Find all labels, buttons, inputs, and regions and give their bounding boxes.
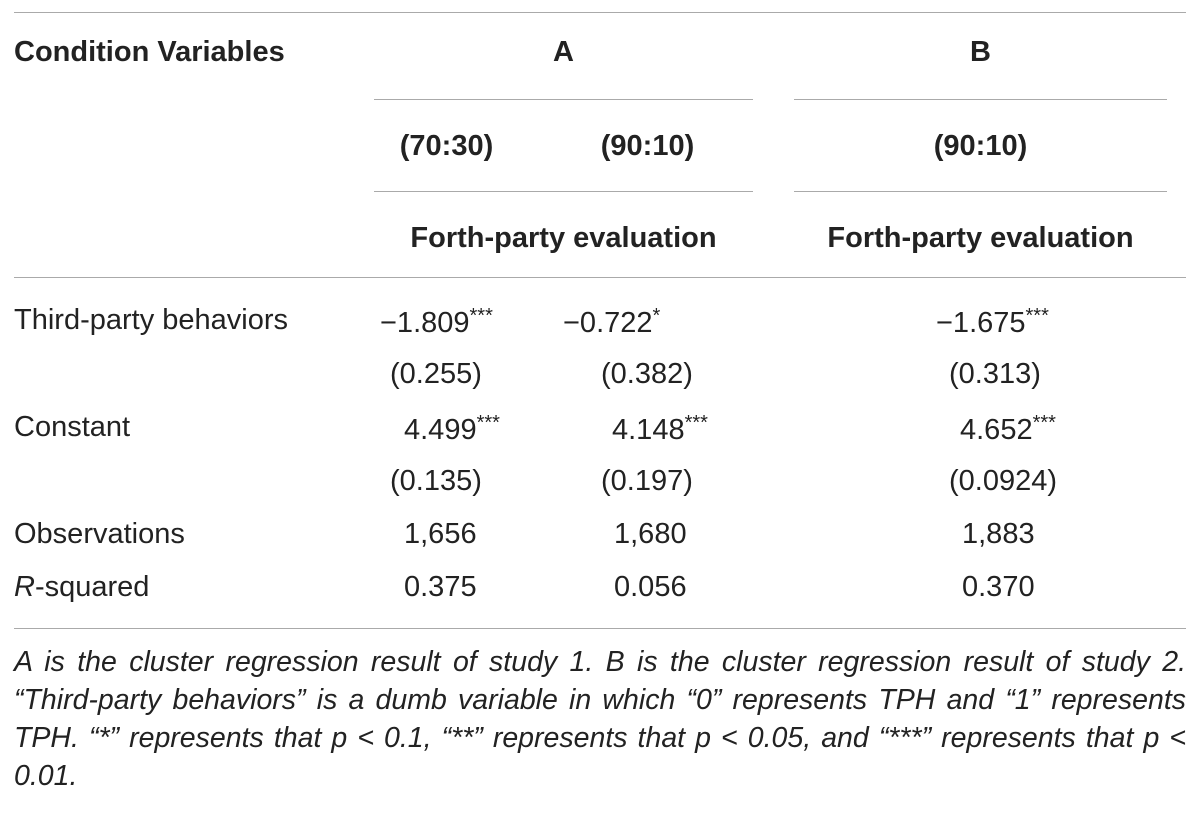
row-label-r-squared: R-squared	[14, 573, 149, 602]
coef-third-party-b1: −1.675***	[936, 306, 1049, 338]
significance-stars: ***	[1025, 305, 1049, 327]
coef-value: −0.722	[563, 307, 653, 339]
observations-b1: 1,883	[962, 518, 1035, 550]
row-label-constant: Constant	[14, 411, 131, 443]
coef-third-party-a2: −0.722*	[563, 306, 660, 338]
subgroup-b-rule	[794, 191, 1167, 192]
significance-stars: ***	[684, 412, 708, 434]
r-squared-a1: 0.375	[404, 571, 477, 603]
header-bottom-rule	[14, 277, 1186, 278]
row-label-observations: Observations	[14, 518, 185, 550]
r-italic: R	[14, 571, 35, 603]
r-squared-suffix: -squared	[34, 571, 150, 603]
r-squared-a2: 0.056	[614, 571, 687, 603]
se-third-party-a1: (0.255)	[390, 358, 482, 390]
condition-variables-header: Condition Variables	[14, 36, 285, 68]
se-constant-a2: (0.197)	[601, 465, 693, 497]
dependent-variable-b-header: Forth-party evaluation	[827, 222, 1134, 254]
significance-stars: ***	[1032, 412, 1056, 434]
se-third-party-a2: (0.382)	[601, 358, 693, 390]
subgroup-a-rule	[374, 191, 753, 192]
top-rule	[14, 12, 1186, 13]
group-a-rule	[374, 99, 753, 100]
se-constant-b1: (0.0924)	[949, 465, 1058, 497]
significance-stars: ***	[469, 305, 493, 327]
coef-constant-b1: 4.652***	[960, 413, 1056, 445]
dependent-variable-a-header: Forth-party evaluation	[410, 222, 717, 254]
coef-value: 4.148	[612, 414, 685, 446]
subgroup-a1-header: (70:30)	[399, 130, 494, 162]
group-b-rule	[794, 99, 1167, 100]
table-bottom-rule	[14, 628, 1186, 629]
subgroup-a2-header: (90:10)	[600, 130, 695, 162]
coef-constant-a1: 4.499***	[404, 413, 500, 445]
group-b-header: B	[970, 36, 991, 68]
row-label-third-party-behaviors: Third-party behaviors	[14, 304, 288, 336]
coef-value: −1.675	[936, 307, 1026, 339]
se-third-party-b1: (0.313)	[949, 358, 1041, 390]
observations-a1: 1,656	[404, 518, 477, 550]
r-squared-b1: 0.370	[962, 571, 1035, 603]
coef-value: −1.809	[380, 307, 470, 339]
table-footnote: A is the cluster regression result of st…	[14, 646, 1186, 792]
observations-a2: 1,680	[614, 518, 687, 550]
coef-third-party-a1: −1.809***	[380, 306, 493, 338]
subgroup-b1-header: (90:10)	[933, 130, 1028, 162]
se-constant-a1: (0.135)	[390, 465, 482, 497]
coef-constant-a2: 4.148***	[612, 413, 708, 445]
coef-value: 4.652	[960, 414, 1033, 446]
coef-value: 4.499	[404, 414, 477, 446]
significance-stars: *	[652, 305, 661, 327]
significance-stars: ***	[476, 412, 500, 434]
group-a-header: A	[553, 36, 574, 68]
